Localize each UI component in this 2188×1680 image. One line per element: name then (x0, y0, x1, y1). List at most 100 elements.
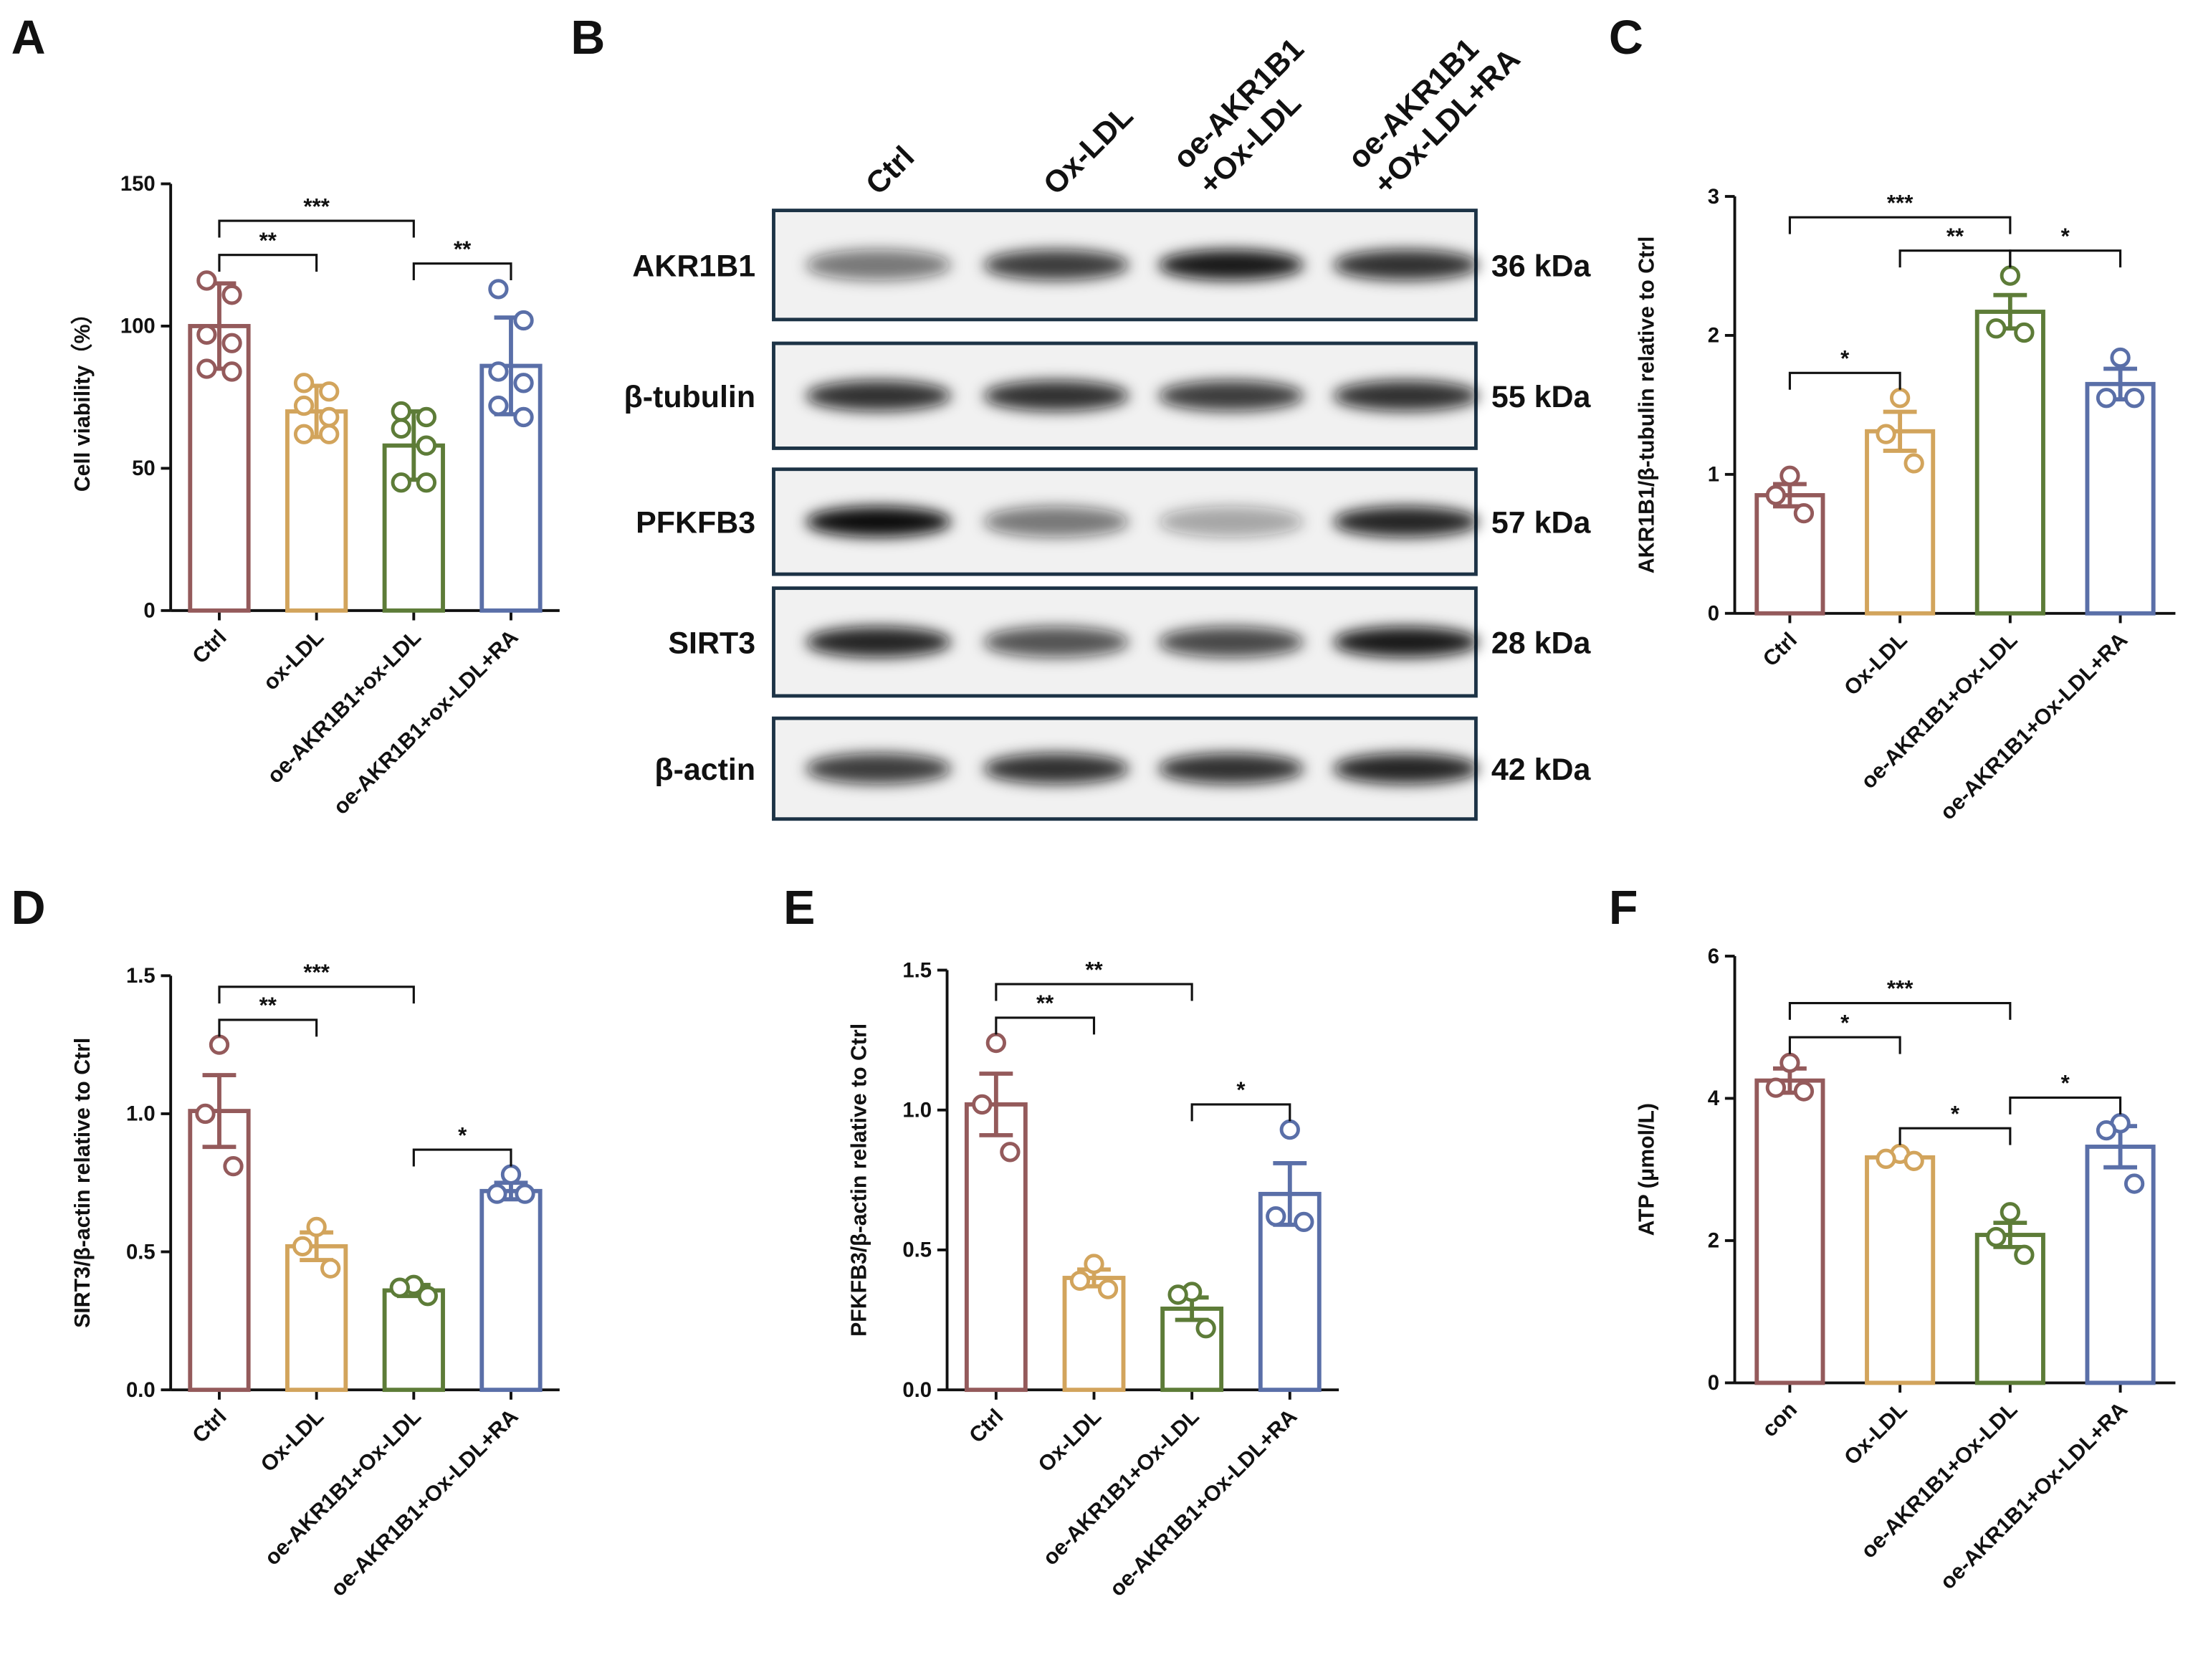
data-point (209, 1034, 230, 1055)
data-point (1876, 424, 1896, 444)
data-point (221, 333, 242, 353)
data-point (1069, 1270, 1091, 1292)
data-point (1765, 1077, 1787, 1098)
significance-bracket (1788, 1036, 1901, 1054)
significance-label: * (1840, 1010, 1850, 1035)
panel-label: B (570, 11, 605, 65)
data-point (416, 435, 437, 456)
y-tick-label: 100 (120, 315, 156, 338)
y-tick-label: 2 (1708, 1229, 1719, 1253)
data-point (391, 418, 411, 439)
blot-band (983, 753, 1129, 784)
data-point (2096, 1120, 2117, 1141)
panel-label: F (1609, 882, 1638, 935)
data-point (306, 1216, 327, 1238)
data-point (513, 310, 534, 331)
data-point (1294, 1211, 1314, 1233)
lane-label-line: Ctrl (859, 140, 921, 201)
y-axis-label: AKR1B1/β-tubulin relative to Ctrl (1635, 237, 1658, 574)
x-tick-label: con (1758, 1398, 1802, 1441)
data-point (1779, 465, 1800, 486)
data-point (417, 1286, 438, 1307)
data-point (985, 1032, 1007, 1054)
x-tick-label: Ox-LDL (257, 1405, 329, 1477)
significance-label: ** (1036, 991, 1054, 1016)
x-tick-label: oe-AKR1B1+Ox-LDL (260, 1405, 426, 1570)
data-point (1279, 1119, 1300, 1140)
y-tick-label: 0.0 (126, 1378, 156, 1402)
x-tick-label: Ctrl (188, 626, 231, 669)
significance-label: * (1840, 346, 1850, 371)
x-tick-label: ox-LDL (259, 626, 328, 695)
significance-label: *** (1887, 976, 1914, 1001)
data-point (2014, 322, 2035, 343)
bar (479, 1188, 543, 1393)
band-size: 42 kDa (1491, 753, 1592, 787)
y-tick-label: 0.5 (902, 1238, 932, 1262)
y-tick-label: 50 (132, 457, 156, 480)
data-point (1903, 1150, 1924, 1171)
y-tick-label: 6 (1708, 945, 1719, 968)
blot-band (1158, 753, 1304, 784)
significance-bracket (218, 254, 318, 272)
data-point (2000, 1202, 2020, 1223)
bar (1754, 1078, 1825, 1385)
data-point (515, 1183, 535, 1204)
data-point (2000, 265, 2020, 286)
data-point (195, 1103, 216, 1125)
data-point (2123, 1173, 2145, 1194)
significance-bracket (218, 985, 415, 1004)
data-point (319, 424, 340, 444)
data-point (488, 361, 509, 382)
data-point (1765, 485, 1787, 506)
data-point (416, 406, 437, 428)
blot-band (1158, 249, 1304, 281)
blot-band (983, 249, 1129, 281)
lane-label: oe-AKR1B1+Ox-LDL (1167, 32, 1337, 201)
significance-label: * (2061, 224, 2070, 249)
data-point (1889, 388, 1911, 409)
significance-bracket (412, 262, 512, 281)
x-tick-label: Ctrl (965, 1405, 1008, 1448)
data-point (488, 279, 509, 300)
blot-band (1333, 506, 1479, 538)
data-point (1793, 503, 1815, 524)
significance-bracket (1788, 371, 1901, 390)
band-size: 55 kDa (1491, 380, 1592, 414)
bar (382, 1288, 445, 1393)
significance-label: ** (259, 993, 277, 1018)
significance-label: ** (454, 237, 472, 262)
blot-band (1333, 626, 1479, 658)
significance-bracket (995, 1016, 1096, 1035)
bar (1865, 1155, 1936, 1385)
data-point (1195, 1318, 1216, 1339)
bar (1865, 429, 1936, 616)
y-tick-label: 0 (143, 599, 155, 623)
data-point (293, 395, 315, 416)
y-axis-label: PFKFB3/β-actin relative to Ctrl (847, 1023, 871, 1337)
data-point (391, 401, 411, 422)
data-point (500, 1164, 522, 1185)
significance-bracket (1898, 1127, 2012, 1145)
lane-label: Ctrl (859, 140, 921, 201)
x-tick-label: Ctrl (188, 1405, 231, 1448)
band-name: β-tubulin (624, 380, 756, 414)
data-point (1084, 1254, 1104, 1274)
y-tick-label: 1.0 (126, 1102, 156, 1126)
lane-label-line: Ox-LDL (1037, 99, 1140, 202)
x-tick-label: Ctrl (1759, 628, 1802, 671)
y-tick-label: 1.5 (126, 964, 156, 988)
y-tick-label: 1 (1708, 463, 1719, 487)
data-point (1986, 1226, 2007, 1248)
y-axis-label: SIRT3/β-actin relative to Ctrl (71, 1038, 95, 1328)
significance-label: ** (1085, 957, 1103, 982)
y-tick-label: 1.5 (902, 958, 932, 982)
significance-bracket (218, 219, 415, 238)
significance-bracket (218, 1018, 318, 1037)
significance-bracket (1898, 249, 2012, 268)
band-name: β-actin (654, 753, 755, 787)
data-point (2096, 388, 2117, 409)
blot-band (983, 380, 1129, 411)
y-tick-label: 0.5 (126, 1240, 156, 1264)
